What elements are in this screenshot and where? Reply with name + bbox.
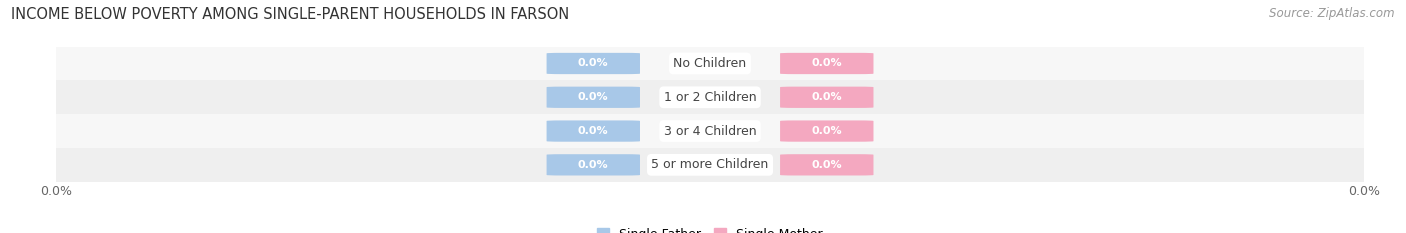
FancyBboxPatch shape [547, 87, 640, 108]
FancyBboxPatch shape [780, 53, 873, 74]
Text: 3 or 4 Children: 3 or 4 Children [664, 125, 756, 137]
Text: 5 or more Children: 5 or more Children [651, 158, 769, 171]
Bar [56, 114, 1364, 148]
Text: 0.0%: 0.0% [811, 58, 842, 69]
Text: 1 or 2 Children: 1 or 2 Children [664, 91, 756, 104]
Text: 0.0%: 0.0% [578, 160, 609, 170]
Text: 0.0%: 0.0% [811, 92, 842, 102]
FancyBboxPatch shape [547, 154, 640, 175]
Bar [56, 47, 1364, 80]
Text: No Children: No Children [673, 57, 747, 70]
Text: 0.0%: 0.0% [811, 160, 842, 170]
Bar [56, 148, 1364, 182]
Text: 0.0%: 0.0% [811, 126, 842, 136]
Text: 0.0%: 0.0% [578, 92, 609, 102]
Text: 0.0%: 0.0% [578, 58, 609, 69]
FancyBboxPatch shape [780, 120, 873, 142]
FancyBboxPatch shape [780, 154, 873, 175]
FancyBboxPatch shape [547, 53, 640, 74]
FancyBboxPatch shape [547, 120, 640, 142]
Legend: Single Father, Single Mother: Single Father, Single Mother [592, 223, 828, 233]
Text: Source: ZipAtlas.com: Source: ZipAtlas.com [1270, 7, 1395, 20]
Bar [56, 80, 1364, 114]
Text: 0.0%: 0.0% [578, 126, 609, 136]
Text: INCOME BELOW POVERTY AMONG SINGLE-PARENT HOUSEHOLDS IN FARSON: INCOME BELOW POVERTY AMONG SINGLE-PARENT… [11, 7, 569, 22]
FancyBboxPatch shape [780, 87, 873, 108]
